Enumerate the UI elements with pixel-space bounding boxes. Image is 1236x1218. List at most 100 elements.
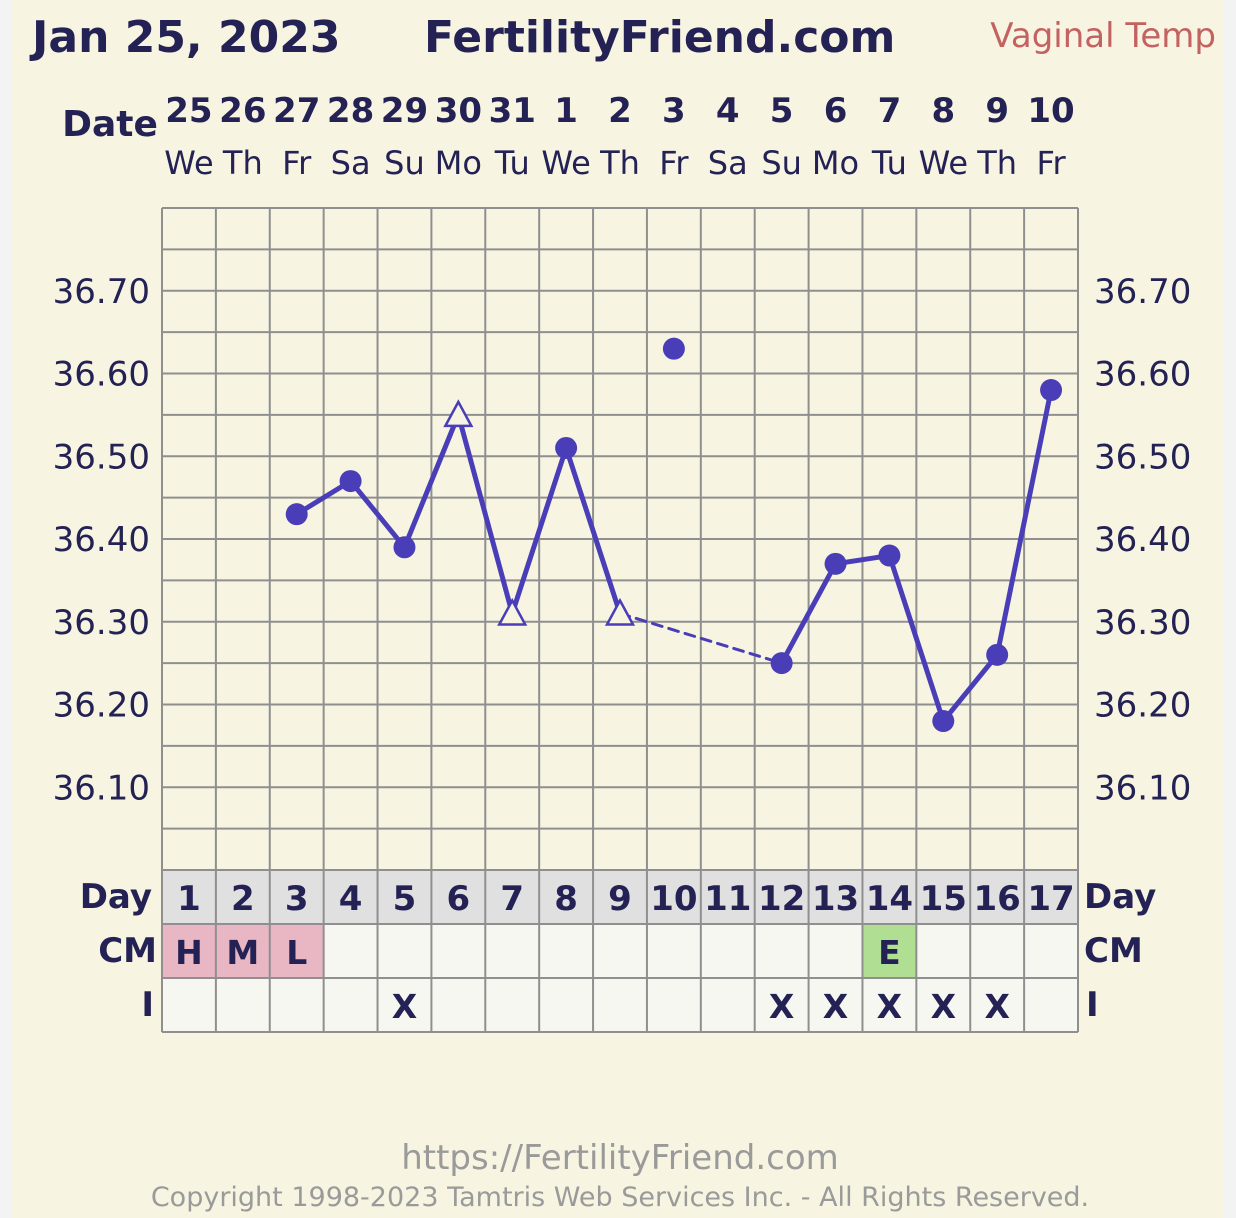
cycle-day-label: 9 xyxy=(608,879,632,919)
temp-point xyxy=(986,643,1009,666)
temp-point xyxy=(824,552,847,575)
temp-line-dashed xyxy=(618,611,784,665)
weekday-label: Th xyxy=(222,144,263,182)
cm-cell-menstrual xyxy=(162,924,216,978)
date-label: 3 xyxy=(662,91,686,131)
weekday-label: Fr xyxy=(659,144,689,182)
weekday-label: Th xyxy=(976,144,1017,182)
temp-line xyxy=(455,412,515,616)
weekday-label: Sa xyxy=(708,144,748,182)
cycle-day-label: 7 xyxy=(500,879,524,919)
cm-cell-menstrual xyxy=(215,924,270,978)
cycle-day-label: 3 xyxy=(285,879,309,919)
date-label: 31 xyxy=(489,91,536,131)
i-row-label-right: I xyxy=(1086,985,1099,1025)
temp-line xyxy=(779,561,839,666)
intercourse-mark: X xyxy=(984,987,1009,1026)
temp-point xyxy=(555,436,578,459)
weekday-label: Mo xyxy=(435,144,482,182)
y-tick-label-left: 36.40 xyxy=(53,520,150,560)
date-label: 9 xyxy=(985,91,1009,131)
date-label: 2 xyxy=(608,91,632,131)
cycle-day-label: 10 xyxy=(650,879,697,919)
temp-point xyxy=(1040,379,1063,402)
cycle-day-label: 5 xyxy=(393,879,417,919)
date-label: 4 xyxy=(716,91,740,131)
cycle-day-label: 16 xyxy=(974,879,1021,919)
y-tick-label-right: 36.10 xyxy=(1094,768,1191,808)
intercourse-mark: X xyxy=(877,987,902,1026)
chart-date-title: Jan 25, 2023 xyxy=(32,12,341,63)
weekday-label: Th xyxy=(599,144,640,182)
temp-line xyxy=(509,445,569,616)
cycle-day-label: 17 xyxy=(1027,879,1074,919)
weekday-label: Fr xyxy=(282,144,312,182)
cm-value: M xyxy=(226,933,259,972)
y-tick-label-left: 36.60 xyxy=(53,355,150,395)
chart-page: Jan 25, 2023 FertilityFriend.com Vaginal… xyxy=(12,0,1224,1218)
temp-line xyxy=(886,553,946,724)
intercourse-mark: X xyxy=(823,987,848,1026)
temp-line xyxy=(348,478,407,550)
bbt-chart: Date 25We26Th27Fr28Sa29Su30Mo31Tu1We2Th3F… xyxy=(53,91,1191,1033)
footer-copyright: Copyright 1998-2023 Tamtris Web Services… xyxy=(150,1182,1090,1213)
temp-point xyxy=(393,536,416,559)
date-label: 28 xyxy=(327,91,374,131)
weekday-label: Sa xyxy=(331,144,371,182)
cycle-day-label: 2 xyxy=(231,879,255,919)
intercourse-mark: X xyxy=(769,987,794,1026)
weekday-label: Tu xyxy=(871,144,907,182)
cm-cell-menstrual xyxy=(269,924,324,978)
cm-value: E xyxy=(878,933,901,972)
cycle-day-label: 1 xyxy=(177,879,201,919)
intercourse-mark: X xyxy=(392,987,417,1026)
cycle-day-label: 15 xyxy=(920,879,967,919)
date-label: 30 xyxy=(435,91,482,131)
date-label: 8 xyxy=(931,91,955,131)
footer-url: https://FertilityFriend.com xyxy=(401,1138,839,1178)
y-tick-label-right: 36.60 xyxy=(1094,355,1191,395)
date-label: 29 xyxy=(381,91,428,131)
temp-line xyxy=(994,387,1054,658)
cycle-day-label: 12 xyxy=(758,879,805,919)
y-tick-label-left: 36.30 xyxy=(53,603,150,643)
cycle-day-label: 14 xyxy=(866,879,913,919)
date-label: 7 xyxy=(878,91,902,131)
temp-point xyxy=(339,470,362,493)
cm-row-label-right: CM xyxy=(1084,931,1143,971)
weekday-label: Su xyxy=(384,144,425,182)
temp-point-triangle xyxy=(604,597,636,626)
weekday-label: We xyxy=(541,144,590,182)
y-tick-label-left: 36.50 xyxy=(53,437,150,477)
y-tick-label-left: 36.10 xyxy=(53,768,150,808)
weekday-label: Mo xyxy=(812,144,859,182)
temp-line xyxy=(401,412,461,550)
cm-row-label-left: CM xyxy=(98,931,157,971)
date-label: 5 xyxy=(770,91,794,131)
date-label: 27 xyxy=(273,91,320,131)
cm-value: L xyxy=(286,933,307,972)
cycle-day-label: 11 xyxy=(704,879,751,919)
cm-cell-egg-white xyxy=(862,924,917,978)
cycle-day-label: 4 xyxy=(339,879,363,919)
temp-point-excluded xyxy=(662,337,685,360)
y-tick-label-right: 36.30 xyxy=(1094,603,1191,643)
date-label: 25 xyxy=(165,91,212,131)
intercourse-mark: X xyxy=(931,987,956,1026)
weekday-label: Tu xyxy=(494,144,530,182)
temp-point xyxy=(932,710,955,733)
weekday-label: Su xyxy=(761,144,802,182)
y-tick-label-right: 36.20 xyxy=(1094,686,1191,726)
temp-point xyxy=(770,652,793,675)
weekday-label: Fr xyxy=(1036,144,1066,182)
temp-line xyxy=(563,445,623,616)
cycle-day-label: 6 xyxy=(447,879,471,919)
cycle-day-label: 8 xyxy=(554,879,578,919)
date-label: 10 xyxy=(1027,91,1074,131)
date-label: 6 xyxy=(824,91,848,131)
temp-point-triangle xyxy=(443,399,474,428)
day-row-label-left: Day xyxy=(80,877,152,917)
temp-point-triangle xyxy=(497,597,528,626)
site-title: FertilityFriend.com xyxy=(424,12,896,63)
y-tick-label-right: 36.40 xyxy=(1094,520,1191,560)
